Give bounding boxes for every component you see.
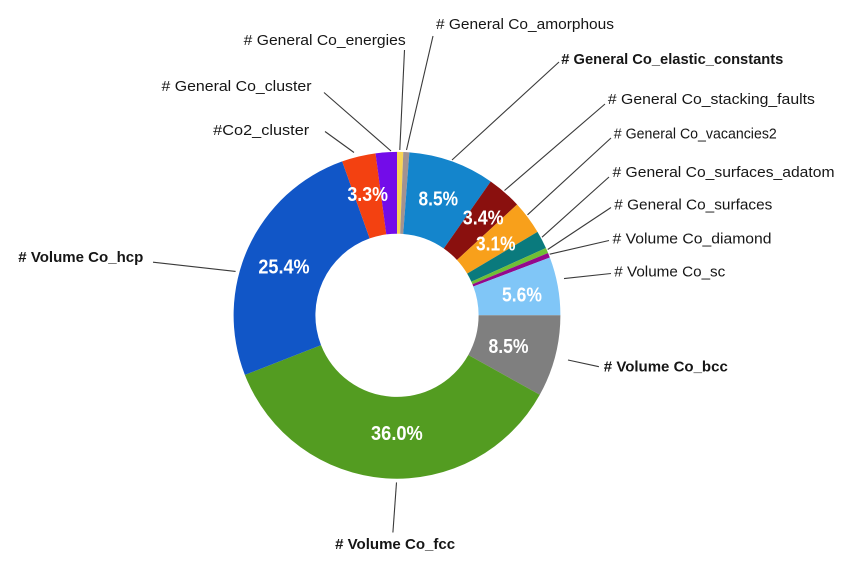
svg-text:36.0%: 36.0%	[371, 423, 423, 445]
svg-text:# Volume Co_hcp: # Volume Co_hcp	[18, 249, 143, 266]
svg-text:# General Co_stacking_faults: # General Co_stacking_faults	[608, 91, 815, 108]
svg-text:# General Co_energies: # General Co_energies	[244, 32, 406, 49]
svg-text:# General Co_surfaces_adatom: # General Co_surfaces_adatom	[613, 164, 835, 181]
svg-text:# Volume Co_sc: # Volume Co_sc	[614, 264, 725, 281]
svg-text:# General Co_surfaces: # General Co_surfaces	[614, 196, 772, 213]
svg-text:3.4%: 3.4%	[463, 208, 504, 230]
svg-text:5.6%: 5.6%	[502, 284, 542, 306]
svg-text:# General Co_vacancies2: # General Co_vacancies2	[614, 126, 777, 143]
svg-text:# Volume Co_diamond: # Volume Co_diamond	[613, 230, 772, 247]
svg-text:8.5%: 8.5%	[419, 188, 459, 210]
svg-text:3.3%: 3.3%	[347, 184, 388, 206]
svg-text:8.5%: 8.5%	[488, 336, 528, 358]
svg-text:# General Co_cluster: # General Co_cluster	[162, 78, 312, 95]
svg-text:3.1%: 3.1%	[476, 234, 516, 256]
svg-text:25.4%: 25.4%	[258, 257, 309, 279]
svg-text:# Volume Co_fcc: # Volume Co_fcc	[335, 536, 455, 553]
svg-text:# Volume Co_bcc: # Volume Co_bcc	[604, 359, 728, 376]
svg-text:#Co2_cluster: #Co2_cluster	[213, 122, 309, 139]
svg-text:# General Co_elastic_constants: # General Co_elastic_constants	[561, 51, 783, 68]
svg-text:# General Co_amorphous: # General Co_amorphous	[436, 16, 614, 33]
